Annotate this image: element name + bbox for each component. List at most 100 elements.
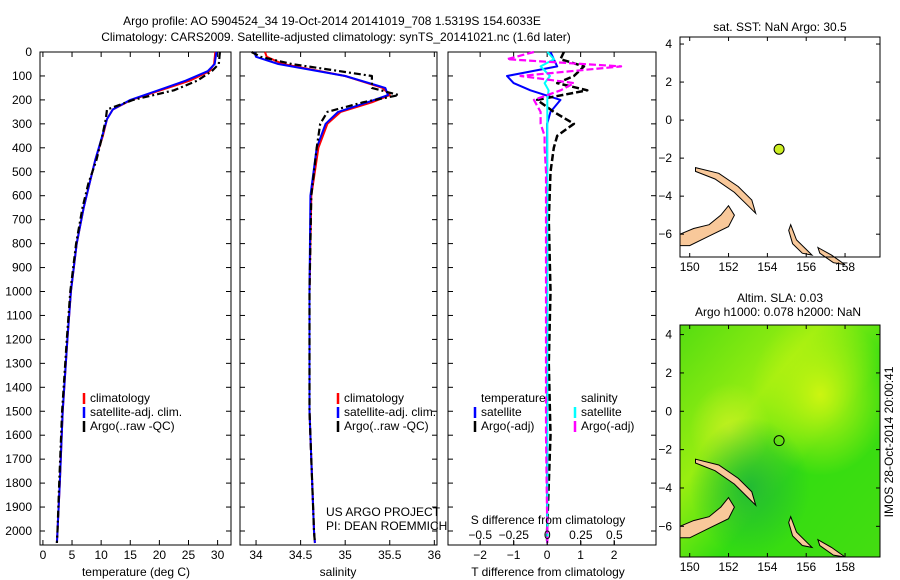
temperature-xlabel: temperature (deg C) [82, 565, 190, 579]
lat-tick-label: −2 [658, 151, 672, 165]
sst-map: 150 152 154 156 158 4 2 0 −2 −4 −6 [658, 36, 881, 274]
x-tick-label: 15 [124, 548, 138, 562]
y-tick-label: 400 [12, 141, 32, 155]
lon-tick-label: 152 [719, 260, 739, 274]
lat-tick-label: −6 [658, 227, 672, 241]
s-tick-label: −0.5 [468, 528, 492, 542]
map-frame [679, 36, 881, 258]
legend-s-argo: Argo(-adj) [581, 419, 634, 433]
lat-tick-label: −4 [658, 189, 672, 203]
lon-tick-label: 150 [680, 560, 700, 574]
legend-climatology: climatology [90, 391, 150, 405]
lat-tick-label: −6 [658, 519, 672, 533]
land-island [695, 166, 757, 216]
y-tick-label: 600 [12, 189, 32, 203]
x-tick-label: 25 [182, 548, 196, 562]
y-tick-label: 1100 [6, 308, 32, 322]
x-tick-label: 2 [611, 548, 618, 562]
x-tick-label: 34.5 [289, 548, 313, 562]
project-annotation: US ARGO PROJECT [326, 505, 441, 519]
x-tick-label: 35.5 [378, 548, 402, 562]
lon-tick-label: 156 [796, 260, 816, 274]
legend-t-satellite: satellite [481, 405, 522, 419]
y-tick-label: 1000 [5, 285, 32, 299]
land-island [817, 538, 846, 558]
x-tick-label: 35 [339, 548, 353, 562]
plot-frame-salinity [239, 51, 438, 546]
plot-frame-temperature [39, 51, 232, 546]
pi-annotation: PI: DEAN ROEMMICH [326, 519, 447, 533]
lat-tick-label: −4 [658, 481, 672, 495]
lat-tick-label: 0 [665, 113, 672, 127]
legend-satellite: satellite-adj. clim. [90, 405, 182, 419]
map2-title1: Altim. SLA: 0.03 [737, 291, 823, 305]
lat-tick-label: 2 [665, 366, 672, 380]
lat-tick-label: 4 [665, 37, 672, 51]
lon-tick-label: 158 [835, 260, 855, 274]
salinity-legend: climatology satellite-adj. clim. Argo(..… [336, 391, 436, 433]
legend-satellite: satellite-adj. clim. [344, 405, 436, 419]
tdiff-xlabel: T difference from climatology [471, 565, 625, 579]
series-salinity-argo-raw-qc- [251, 51, 400, 544]
x-tick-label: −1 [507, 548, 521, 562]
lat-tick-label: 4 [665, 328, 672, 342]
s-tick-label: −0.25 [499, 528, 530, 542]
legend-t-argo: Argo(-adj) [481, 419, 534, 433]
series-difference-t-argo-adj- [535, 51, 589, 543]
lat-tick-label: 0 [665, 404, 672, 418]
land-island [788, 515, 814, 549]
x-tick-label: 5 [69, 548, 76, 562]
x-tick-label: 0 [40, 548, 47, 562]
land-island [695, 458, 757, 507]
y-tick-label: 1500 [5, 404, 32, 418]
lon-tick-label: 156 [796, 560, 816, 574]
map1-title: sat. SST: NaN Argo: 30.5 [713, 20, 847, 34]
x-tick-label: 34 [249, 548, 263, 562]
land-island [679, 496, 735, 539]
x-tick-label: 1 [577, 548, 584, 562]
land-island [817, 246, 846, 266]
lon-tick-label: 150 [680, 260, 700, 274]
temperature-legend: climatology satellite-adj. clim. Argo(..… [82, 391, 182, 433]
series-difference-s-argo-adj- [505, 50, 623, 543]
y-tick-label: 2000 [5, 524, 32, 538]
timestamp-footer: IMOS 28-Oct-2014 20:00:41 [882, 366, 896, 517]
y-tick-label: 200 [12, 93, 32, 107]
series-temperature-argo-raw-qc- [55, 51, 221, 544]
lon-tick-label: 152 [719, 560, 739, 574]
legend-header-temperature: temperature [481, 391, 546, 405]
title-line2: Climatology: CARS2009. Satellite-adjuste… [101, 30, 571, 44]
argo-location-marker [773, 143, 785, 155]
sla-map: 150 152 154 156 158 4 2 0 −2 −4 −6 [658, 324, 881, 574]
salinity-xlabel: salinity [320, 565, 357, 579]
x-tick-label: 20 [153, 548, 167, 562]
map-frame [679, 324, 881, 558]
land-island [788, 223, 814, 256]
lon-tick-label: 158 [835, 560, 855, 574]
lon-tick-label: 154 [757, 560, 777, 574]
x-tick-label: 0 [544, 548, 551, 562]
s-tick-label: 0 [544, 528, 551, 542]
x-tick-label: −2 [473, 548, 487, 562]
legend-climatology: climatology [344, 391, 404, 405]
plot-graphics: 0 5 10 15 20 25 300100200300400500600700800900… [5, 36, 881, 574]
difference-legend: temperature salinity satellite Argo(-adj… [473, 391, 634, 433]
y-tick-label: 700 [12, 213, 32, 227]
y-tick-label: 1700 [5, 452, 32, 466]
y-tick-label: 500 [12, 165, 32, 179]
x-tick-label: 36 [428, 548, 442, 562]
legend-s-satellite: satellite [581, 405, 622, 419]
sdiff-xlabel: S difference from climatology [471, 513, 626, 527]
lat-tick-label: −2 [658, 443, 672, 457]
plot-frame-difference [447, 51, 657, 546]
legend-header-salinity: salinity [581, 391, 618, 405]
y-tick-label: 1200 [5, 332, 32, 346]
y-tick-label: 1400 [5, 380, 32, 394]
land-island [679, 204, 735, 247]
legend-argo: Argo(..raw -QC) [90, 419, 175, 433]
argo-location-marker [773, 435, 785, 447]
legend-argo: Argo(..raw -QC) [344, 419, 429, 433]
y-tick-label: 0 [25, 45, 32, 59]
lat-tick-label: 2 [665, 75, 672, 89]
